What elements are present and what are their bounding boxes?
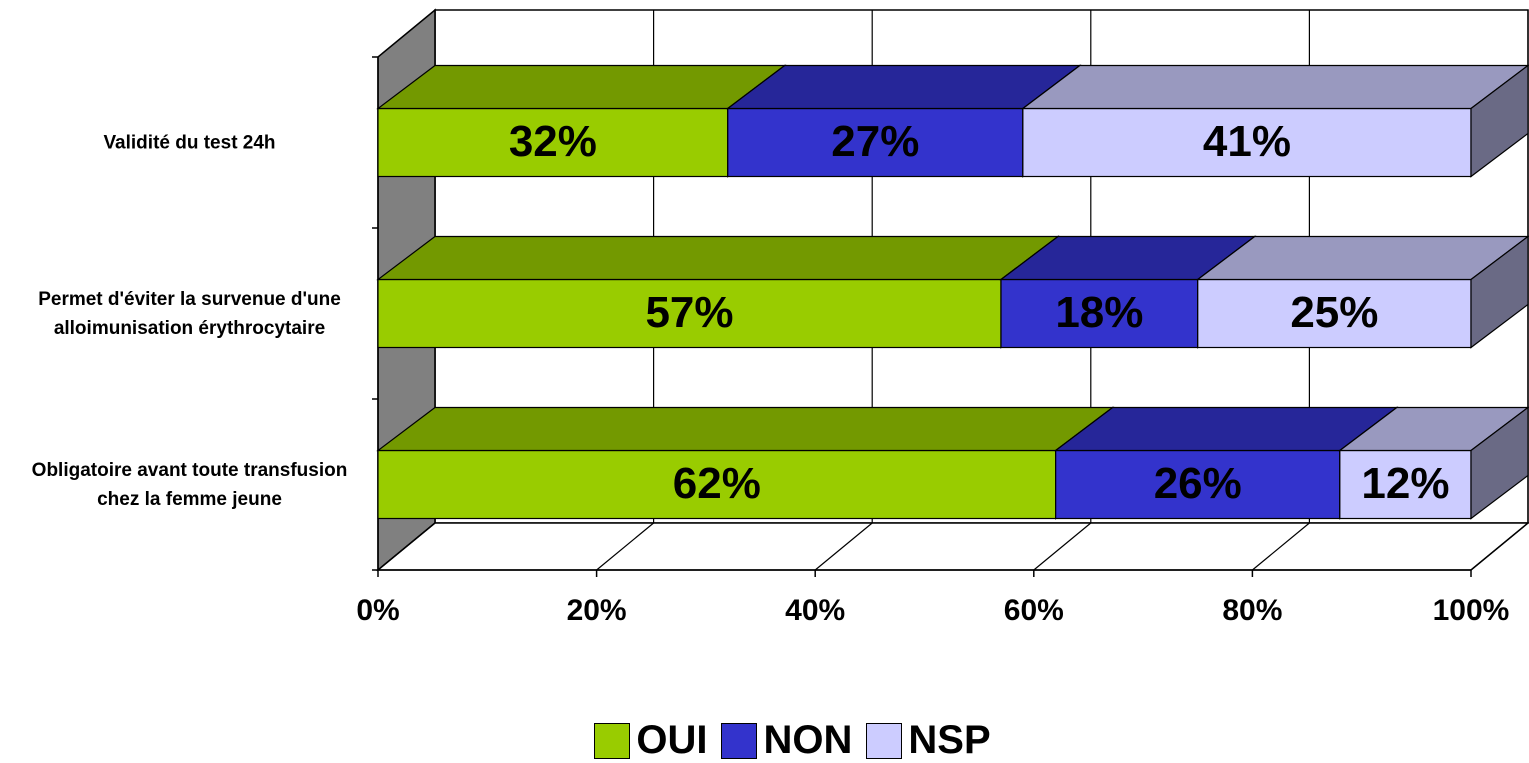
floor-grid-line — [1033, 522, 1092, 571]
bar — [1000, 278, 1199, 349]
data-label: 26% — [1154, 459, 1242, 508]
x-tick-label: 0% — [356, 594, 399, 627]
legend-swatch — [721, 722, 758, 759]
bar-side — [1470, 235, 1529, 349]
floor-grid-line — [596, 522, 654, 571]
legend-swatch — [594, 722, 631, 759]
legend-item: NSP — [866, 718, 991, 763]
x-tick-label: 100% — [1433, 594, 1510, 627]
y-tick-label: Validité du test 24h — [103, 132, 276, 153]
legend-item: OUI — [594, 718, 707, 763]
bar — [1022, 107, 1472, 178]
bar-top — [725, 64, 1082, 110]
floor — [375, 522, 1529, 571]
legend-label: NSP — [908, 718, 991, 762]
bar-top — [376, 235, 1060, 281]
data-label: 12% — [1361, 459, 1449, 508]
floor-grid-line — [1252, 522, 1310, 571]
data-label: 32% — [509, 117, 597, 166]
x-tick-label: 80% — [1222, 594, 1282, 627]
bar — [377, 278, 1002, 349]
bar — [377, 449, 1057, 520]
bar-top — [376, 406, 1115, 452]
data-label: 41% — [1203, 117, 1291, 166]
bar-side — [1470, 64, 1529, 178]
data-label: 25% — [1290, 288, 1378, 337]
bar-top — [1021, 64, 1529, 110]
bar-top — [1195, 235, 1529, 281]
bar-side — [1470, 406, 1529, 520]
data-label: 57% — [645, 288, 733, 337]
x-tick-label: 40% — [785, 594, 845, 627]
legend-label: OUI — [636, 718, 708, 762]
legend-swatch — [866, 722, 903, 759]
legend: OUI NON NSP — [0, 718, 1529, 763]
x-tick-label: 20% — [567, 594, 627, 627]
floor-grid-line — [814, 522, 873, 571]
bar — [1339, 449, 1472, 520]
floor-grid-line — [1470, 522, 1529, 571]
bar-top — [1053, 406, 1399, 452]
y-tick-label: Permet d'éviter la survenue d'une alloim… — [38, 288, 341, 339]
bar-top — [376, 64, 787, 110]
x-tick-label: 60% — [1004, 594, 1064, 627]
data-label: 62% — [673, 459, 761, 508]
data-label: 27% — [831, 117, 919, 166]
legend-label: NON — [763, 718, 853, 762]
bar — [1197, 278, 1472, 349]
floor-grid-line — [377, 522, 436, 571]
bar — [377, 107, 729, 178]
bar — [727, 107, 1024, 178]
data-label: 18% — [1055, 288, 1143, 337]
legend-item: NON — [721, 718, 852, 763]
y-tick-label: Obligatoire avant toute transfusion chez… — [31, 459, 348, 510]
bar — [1055, 449, 1341, 520]
